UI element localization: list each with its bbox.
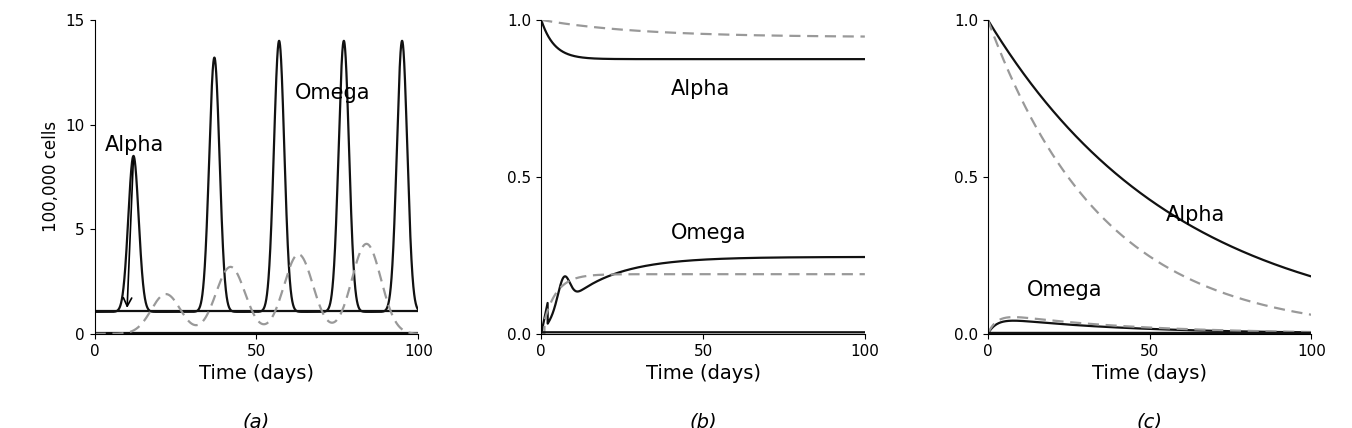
Text: Alpha: Alpha: [671, 79, 730, 99]
Y-axis label: 100,000 cells: 100,000 cells: [42, 121, 59, 232]
X-axis label: Time (days): Time (days): [1092, 364, 1207, 383]
Text: Alpha: Alpha: [104, 135, 164, 306]
Text: (b): (b): [690, 412, 717, 428]
X-axis label: Time (days): Time (days): [199, 364, 314, 383]
X-axis label: Time (days): Time (days): [645, 364, 761, 383]
Text: Omega: Omega: [295, 83, 370, 103]
Text: Alpha: Alpha: [1165, 205, 1225, 225]
Text: (c): (c): [1137, 412, 1163, 428]
Text: Omega: Omega: [1026, 280, 1102, 300]
Text: Omega: Omega: [671, 223, 746, 244]
Text: (a): (a): [243, 412, 270, 428]
